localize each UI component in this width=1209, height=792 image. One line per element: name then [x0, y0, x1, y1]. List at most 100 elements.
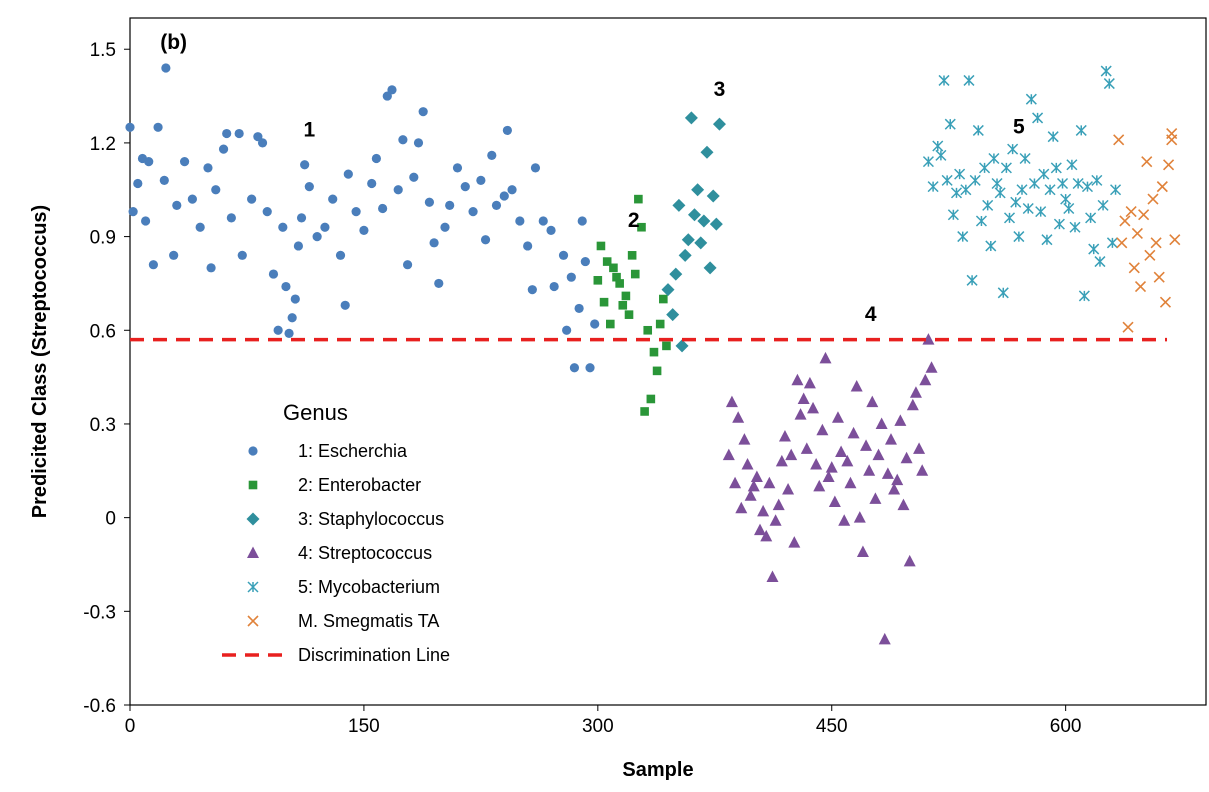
data-point-series-1: [402, 260, 413, 270]
data-point-series-5: [932, 140, 944, 152]
data-point-series-2: [618, 300, 628, 310]
data-point-series-1: [359, 225, 369, 235]
data-point-series-4: [810, 458, 823, 470]
data-point-series-6: [1144, 249, 1156, 261]
data-point-series-5: [1053, 218, 1065, 230]
data-point-series-5: [1010, 196, 1022, 208]
data-point-series-1: [502, 125, 512, 136]
data-point-series-4: [884, 433, 897, 445]
data-point-series-6: [1134, 280, 1147, 293]
data-point-series-4: [850, 379, 863, 392]
data-point-series-1: [312, 231, 322, 242]
data-point-series-4: [881, 467, 894, 479]
data-point-series-4: [888, 483, 901, 495]
legend-label-4: 4: Streptococcus: [298, 543, 432, 563]
data-point-series-5: [947, 209, 959, 221]
data-point-series-1: [247, 194, 257, 204]
data-point-series-5: [1094, 256, 1106, 268]
data-point-series-6: [1153, 271, 1165, 283]
legend-label-6: M. Smegmatis TA: [298, 611, 439, 631]
data-point-series-2: [602, 257, 612, 266]
data-point-series-4: [828, 495, 841, 508]
data-point-series-5: [997, 287, 1009, 299]
data-point-series-4: [769, 514, 782, 526]
data-point-series-1: [367, 178, 377, 189]
data-point-series-5: [1028, 177, 1040, 190]
data-point-series-5: [1060, 193, 1072, 205]
data-point-series-5: [1097, 199, 1109, 211]
data-point-series-1: [491, 200, 502, 210]
data-point-series-5: [988, 152, 1000, 165]
data-point-series-5: [972, 124, 984, 136]
data-point-series-5: [1110, 184, 1122, 196]
data-point-series-1: [161, 63, 171, 73]
data-point-series-1: [480, 235, 491, 245]
data-point-series-5: [966, 274, 978, 286]
data-point-series-5: [1066, 159, 1078, 171]
data-point-series-1: [546, 225, 556, 235]
data-point-series-5: [1106, 237, 1118, 249]
data-point-series-4: [744, 489, 757, 501]
data-point-series-1: [566, 272, 576, 282]
data-point-series-5: [1044, 184, 1056, 196]
legend-marker-1: [248, 446, 258, 456]
data-point-series-1: [507, 185, 517, 195]
annotation-1: 1: [303, 119, 315, 142]
data-point-series-1: [304, 182, 314, 192]
data-point-series-4: [738, 433, 751, 445]
data-point-series-3: [672, 198, 686, 212]
data-point-series-4: [894, 414, 907, 426]
data-point-series-5: [960, 184, 972, 196]
data-point-series-4: [916, 464, 929, 476]
data-point-series-1: [409, 172, 419, 182]
legend-marker-5: [247, 581, 259, 593]
data-point-series-2: [646, 394, 656, 404]
data-point-series-4: [788, 536, 801, 548]
data-point-series-5: [927, 181, 939, 193]
data-point-series-4: [797, 392, 810, 404]
data-point-series-2: [652, 366, 662, 376]
data-point-series-1: [527, 285, 537, 295]
data-point-series-6: [1159, 296, 1172, 308]
data-point-series-1: [268, 269, 279, 279]
data-point-series-4: [822, 470, 835, 483]
data-point-series-2: [640, 407, 649, 416]
x-tick-label: 150: [348, 716, 380, 737]
data-point-series-2: [637, 222, 646, 232]
data-point-series-6: [1141, 156, 1153, 168]
data-point-series-6: [1166, 127, 1178, 140]
data-point-series-3: [700, 145, 714, 159]
data-point-series-1: [398, 135, 408, 145]
data-point-series-1: [429, 238, 439, 248]
data-point-series-5: [957, 231, 969, 243]
y-tick-label: 0.6: [90, 321, 116, 342]
data-point-series-4: [869, 492, 882, 504]
data-point-series-4: [757, 504, 770, 517]
data-point-series-5: [1050, 162, 1062, 174]
data-point-series-6: [1122, 321, 1134, 333]
data-point-series-4: [813, 479, 826, 492]
data-point-series-1: [335, 250, 346, 260]
data-point-series-4: [741, 458, 754, 470]
data-point-series-1: [253, 132, 263, 142]
data-point-series-5: [938, 74, 950, 86]
data-point-series-1: [558, 250, 569, 260]
data-point-series-1: [195, 222, 205, 232]
data-point-series-2: [634, 194, 643, 204]
data-point-series-2: [627, 251, 637, 260]
data-point-series-3: [712, 117, 726, 131]
data-point-series-2: [596, 241, 606, 251]
data-point-series-1: [574, 303, 584, 314]
data-point-series-3: [669, 267, 683, 281]
data-point-series-5: [1038, 168, 1050, 180]
data-point-series-2: [621, 291, 631, 301]
data-point-series-5: [1000, 162, 1012, 174]
data-point-series-5: [991, 177, 1003, 190]
data-point-series-1: [328, 194, 338, 204]
data-point-series-1: [140, 216, 151, 226]
data-point-series-1: [434, 278, 444, 289]
legend-marker-6: [247, 615, 259, 627]
data-point-series-1: [549, 281, 559, 292]
data-point-series-4: [816, 423, 829, 436]
data-point-series-5: [935, 149, 947, 161]
